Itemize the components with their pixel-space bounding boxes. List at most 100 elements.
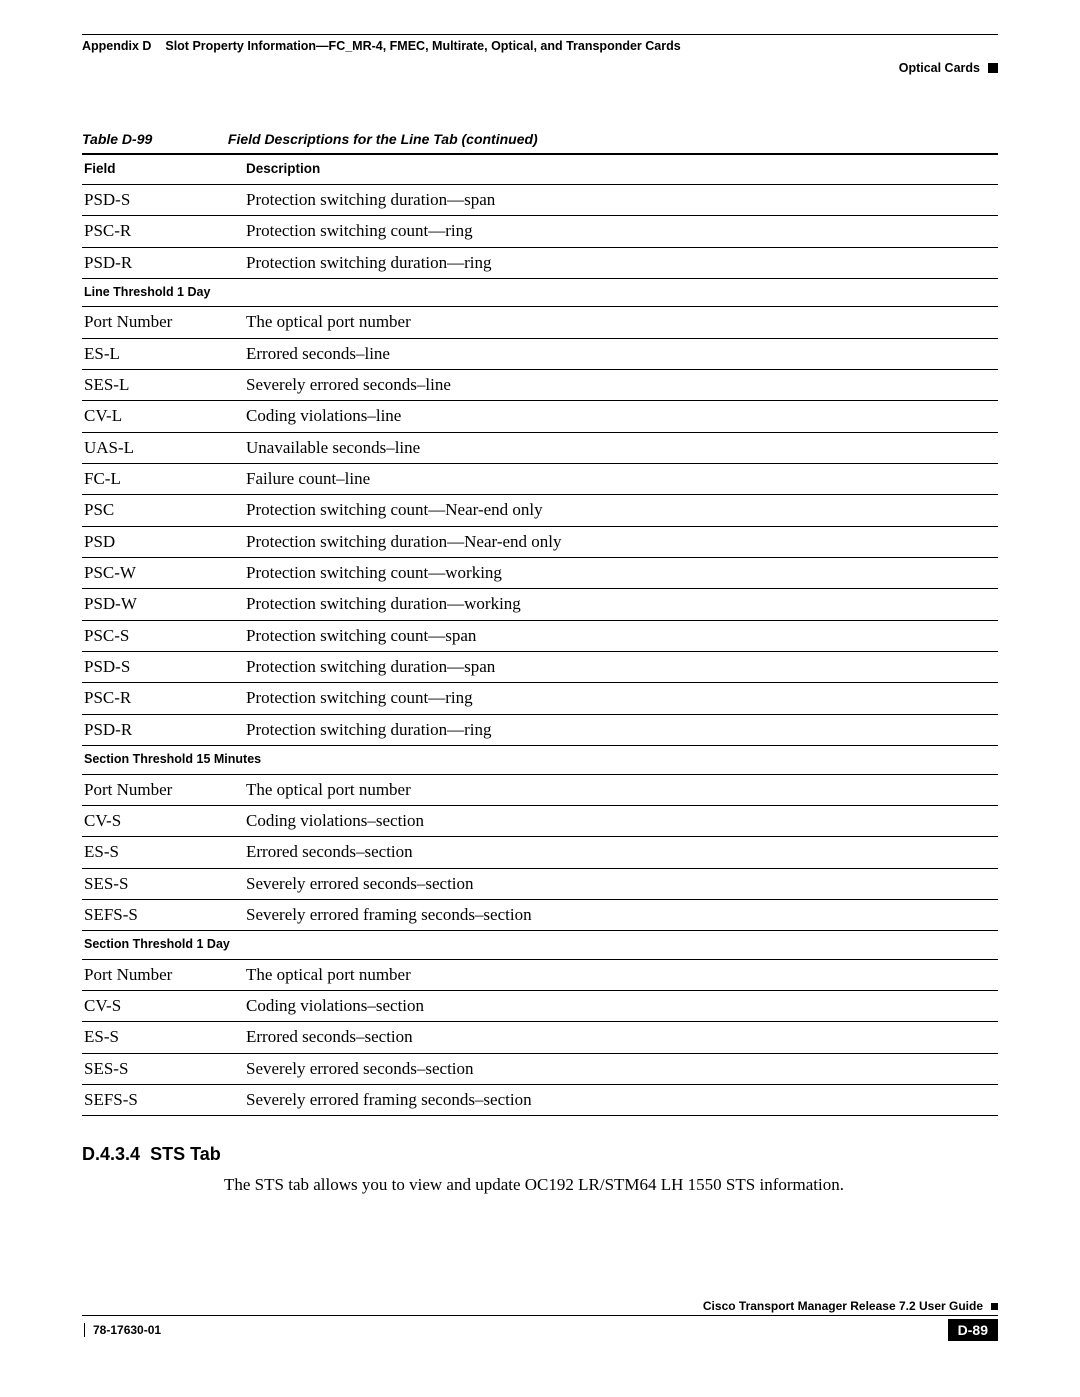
- cell-description: Coding violations–line: [244, 401, 998, 432]
- section-number: D.4.3.4: [82, 1144, 140, 1164]
- col-field: Field: [82, 154, 244, 184]
- cell-field: SEFS-S: [82, 1084, 244, 1115]
- table-row: PSC-RProtection switching count—ring: [82, 216, 998, 247]
- page-header: Appendix D Slot Property Information—FC_…: [82, 34, 998, 75]
- cell-field: PSC-W: [82, 558, 244, 589]
- cell-description: Errored seconds–section: [244, 837, 998, 868]
- table-row: PSC-WProtection switching count—working: [82, 558, 998, 589]
- cell-field: SEFS-S: [82, 899, 244, 930]
- page-number-badge: D-89: [948, 1319, 998, 1341]
- footer-docnum-wrap: 78-17630-01: [82, 1323, 161, 1337]
- section-title: STS Tab: [150, 1144, 221, 1164]
- table-row: ES-SErrored seconds–section: [82, 837, 998, 868]
- cell-description: Severely errored framing seconds–section: [244, 1084, 998, 1115]
- table-row: SES-LSeverely errored seconds–line: [82, 370, 998, 401]
- cell-description: Failure count–line: [244, 464, 998, 495]
- appendix-title: Slot Property Information—FC_MR-4, FMEC,…: [165, 39, 680, 53]
- cell-field: SES-L: [82, 370, 244, 401]
- table-row: CV-SCoding violations–section: [82, 805, 998, 836]
- cell-description: The optical port number: [244, 774, 998, 805]
- table-row: SEFS-SSeverely errored framing seconds–s…: [82, 899, 998, 930]
- field-description-table: Field Description PSD-SProtection switch…: [82, 153, 998, 1116]
- cell-description: The optical port number: [244, 307, 998, 338]
- cell-description: Errored seconds–line: [244, 338, 998, 369]
- table-row: PSD-RProtection switching duration—ring: [82, 714, 998, 745]
- cell-field: PSC-R: [82, 216, 244, 247]
- table-subhead: Line Threshold 1 Day: [82, 278, 998, 306]
- table-row: PSD-WProtection switching duration—worki…: [82, 589, 998, 620]
- cell-field: ES-S: [82, 1022, 244, 1053]
- cell-description: Protection switching duration—working: [244, 589, 998, 620]
- cell-description: Protection switching count—Near-end only: [244, 495, 998, 526]
- cell-field: PSC-R: [82, 683, 244, 714]
- page: Appendix D Slot Property Information—FC_…: [0, 0, 1080, 1397]
- cell-description: Protection switching duration—span: [244, 652, 998, 683]
- cell-field: PSD-R: [82, 247, 244, 278]
- cell-description: The optical port number: [244, 959, 998, 990]
- cell-description: Errored seconds–section: [244, 1022, 998, 1053]
- cell-description: Protection switching duration—ring: [244, 714, 998, 745]
- table-row: CV-SCoding violations–section: [82, 990, 998, 1021]
- cell-field: FC-L: [82, 464, 244, 495]
- table-row: PSD-SProtection switching duration—span: [82, 652, 998, 683]
- cell-field: PSD-S: [82, 652, 244, 683]
- table-row: FC-LFailure count–line: [82, 464, 998, 495]
- cell-description: Severely errored seconds–line: [244, 370, 998, 401]
- table-row: PSCProtection switching count—Near-end o…: [82, 495, 998, 526]
- cell-field: ES-S: [82, 837, 244, 868]
- cell-field: Port Number: [82, 307, 244, 338]
- table-subhead: Section Threshold 15 Minutes: [82, 746, 998, 774]
- section-name: Optical Cards: [899, 61, 980, 75]
- table-row: PSDProtection switching duration—Near-en…: [82, 526, 998, 557]
- table-row: SEFS-SSeverely errored framing seconds–s…: [82, 1084, 998, 1115]
- cell-description: Coding violations–section: [244, 990, 998, 1021]
- cell-field: SES-S: [82, 868, 244, 899]
- table-row: PSC-SProtection switching count—span: [82, 620, 998, 651]
- cell-description: Unavailable seconds–line: [244, 432, 998, 463]
- cell-field: PSC-S: [82, 620, 244, 651]
- header-row: Appendix D Slot Property Information—FC_…: [82, 39, 998, 53]
- cell-field: Port Number: [82, 959, 244, 990]
- col-description: Description: [244, 154, 998, 184]
- footer-bottom-row: 78-17630-01 D-89: [82, 1319, 998, 1341]
- cell-description: Protection switching count—ring: [244, 683, 998, 714]
- table-row: CV-LCoding violations–line: [82, 401, 998, 432]
- square-marker-icon: [988, 63, 998, 73]
- cell-field: CV-S: [82, 990, 244, 1021]
- cell-field: CV-S: [82, 805, 244, 836]
- cell-field: ES-L: [82, 338, 244, 369]
- cell-field: UAS-L: [82, 432, 244, 463]
- table-row: SES-SSeverely errored seconds–section: [82, 1053, 998, 1084]
- table-subhead-row: Line Threshold 1 Day: [82, 278, 998, 306]
- section-heading: D.4.3.4 STS Tab: [82, 1144, 998, 1165]
- footer-docnum: 78-17630-01: [93, 1323, 161, 1337]
- table-row: PSC-RProtection switching count—ring: [82, 683, 998, 714]
- cell-field: Port Number: [82, 774, 244, 805]
- cell-description: Protection switching duration—ring: [244, 247, 998, 278]
- table-row: SES-SSeverely errored seconds–section: [82, 868, 998, 899]
- table-row: UAS-LUnavailable seconds–line: [82, 432, 998, 463]
- table-row: Port NumberThe optical port number: [82, 959, 998, 990]
- table-row: ES-SErrored seconds–section: [82, 1022, 998, 1053]
- header-appendix: Appendix D Slot Property Information—FC_…: [82, 39, 681, 53]
- cell-field: PSD: [82, 526, 244, 557]
- square-marker-icon: [991, 1303, 998, 1310]
- cell-field: PSC: [82, 495, 244, 526]
- cell-description: Protection switching count—span: [244, 620, 998, 651]
- header-rule: [82, 34, 998, 35]
- footer-guide-row: Cisco Transport Manager Release 7.2 User…: [82, 1299, 998, 1316]
- table-row: PSD-RProtection switching duration—ring: [82, 247, 998, 278]
- cell-description: Protection switching count—working: [244, 558, 998, 589]
- table-row: ES-LErrored seconds–line: [82, 338, 998, 369]
- header-subrow: Optical Cards: [82, 61, 998, 75]
- table-caption-text: Field Descriptions for the Line Tab (con…: [228, 131, 538, 147]
- cell-description: Severely errored seconds–section: [244, 868, 998, 899]
- table-subhead-row: Section Threshold 1 Day: [82, 931, 998, 959]
- cell-description: Protection switching duration—Near-end o…: [244, 526, 998, 557]
- table-caption: Table D-99 Field Descriptions for the Li…: [82, 131, 998, 147]
- cell-field: PSD-S: [82, 184, 244, 215]
- table-subhead-row: Section Threshold 15 Minutes: [82, 746, 998, 774]
- section-body: The STS tab allows you to view and updat…: [224, 1175, 998, 1195]
- page-footer: Cisco Transport Manager Release 7.2 User…: [82, 1299, 998, 1341]
- cell-description: Protection switching count—ring: [244, 216, 998, 247]
